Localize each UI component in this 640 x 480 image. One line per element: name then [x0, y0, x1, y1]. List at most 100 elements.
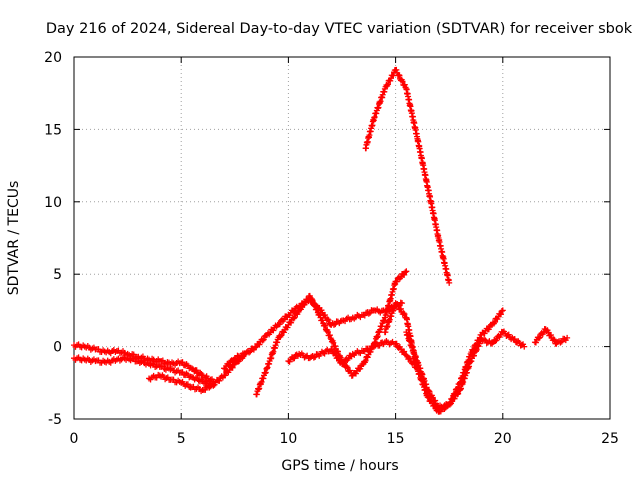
data-point-fill — [330, 339, 337, 346]
data-point-fill — [558, 338, 565, 345]
data-point-fill — [329, 346, 336, 353]
data-point-fill — [314, 306, 321, 313]
data-point-fill — [323, 327, 330, 334]
data-point-fill — [281, 316, 288, 323]
data-point-fill — [235, 353, 242, 360]
chart-title: Day 216 of 2024, Sidereal Day-to-day VTE… — [46, 21, 633, 37]
data-point-fill — [326, 332, 333, 339]
data-point-fill — [229, 364, 236, 371]
data-point-fill — [485, 339, 492, 346]
data-point-fill — [550, 336, 557, 343]
data-point-fill — [193, 367, 200, 374]
data-point-fill — [226, 361, 233, 368]
series-trace-h — [381, 300, 506, 415]
data-point-fill — [179, 359, 186, 366]
data-point-fill — [429, 394, 436, 401]
data-point-fill — [561, 335, 568, 342]
data-point-fill — [493, 337, 500, 344]
data-point-fill — [352, 370, 359, 377]
data-point-fill — [399, 78, 406, 85]
data-point-fill — [324, 316, 331, 323]
data-point-fill — [532, 339, 539, 346]
series-trace-c — [146, 350, 249, 395]
data-point-11 — [499, 307, 506, 314]
data-point-fill — [216, 377, 223, 384]
x-tick-label: 5 — [177, 431, 186, 447]
y-axis-label: SDTVAR / TECUs — [6, 181, 22, 296]
data-point-fill — [222, 372, 229, 379]
data-point-fill — [361, 348, 368, 355]
data-point-fill — [376, 342, 383, 349]
data-point-fill — [401, 81, 408, 88]
data-point-fill — [481, 330, 488, 337]
data-point-3 — [564, 334, 571, 341]
data-point-fill — [425, 387, 432, 394]
data-point-fill — [492, 337, 499, 344]
data-point-fill — [195, 377, 202, 384]
data-point-fill — [270, 327, 277, 334]
data-point-fill — [324, 328, 331, 335]
data-point-fill — [535, 335, 542, 342]
data-point-fill — [437, 408, 444, 415]
data-point-fill — [361, 312, 368, 319]
data-point-fill — [357, 365, 364, 372]
data-point-fill — [301, 301, 308, 308]
series-trace-b — [71, 341, 217, 385]
y-tick-label: 15 — [44, 122, 62, 138]
data-point-fill — [335, 354, 342, 361]
data-point-17 — [399, 300, 406, 307]
data-point-fill — [246, 349, 253, 356]
data-point-fill — [259, 337, 266, 344]
series-trace-g — [362, 66, 453, 286]
data-point-fill — [341, 360, 348, 367]
data-point-11 — [188, 365, 195, 372]
y-tick-label: 10 — [44, 195, 62, 211]
data-point-fill — [557, 339, 564, 346]
data-point-fill — [202, 386, 209, 393]
y-tick-label: -5 — [48, 412, 62, 428]
data-point-fill — [468, 358, 475, 365]
data-point-3 — [178, 379, 185, 386]
series-trace-f — [285, 338, 421, 372]
x-tick-label: 25 — [601, 431, 619, 447]
data-point-fill — [276, 321, 283, 328]
data-point-11 — [521, 343, 528, 350]
axis-ticks — [73, 56, 611, 420]
data-point-fill — [330, 321, 337, 328]
data-point-fill — [334, 348, 341, 355]
x-tick-label: 15 — [387, 431, 405, 447]
data-point-fill — [536, 334, 543, 341]
data-point-fill — [401, 311, 408, 318]
data-point-fill — [384, 81, 391, 88]
data-point-fill — [470, 352, 477, 359]
data-point-fill — [393, 340, 400, 347]
data-point-fill — [511, 336, 518, 343]
y-tick-label: 5 — [53, 267, 62, 283]
series-trace-a — [71, 354, 217, 389]
data-point-fill — [222, 365, 229, 372]
x-axis-label: GPS time / hours — [281, 458, 398, 474]
data-point-fill — [310, 354, 317, 361]
series-trace-j — [531, 325, 571, 347]
data-point-fill — [498, 311, 505, 318]
data-point-fill — [247, 348, 254, 355]
plot-frame — [73, 56, 611, 420]
x-tick-label: 10 — [279, 431, 297, 447]
series-trace-i — [403, 328, 528, 411]
data-point-fill — [308, 296, 315, 303]
data-point-fill — [551, 337, 558, 344]
data-point-fill — [396, 72, 403, 79]
data-point-fill — [432, 397, 439, 404]
data-point-fill — [179, 369, 186, 376]
data-point-fill — [393, 278, 400, 285]
y-tick-label: 0 — [53, 340, 62, 356]
data-point-fill — [325, 317, 332, 324]
data-point-fill — [476, 340, 483, 347]
data-point-fill — [252, 344, 259, 351]
data-point-fill — [481, 336, 488, 343]
data-point-fill — [319, 317, 326, 324]
data-point-fill — [288, 319, 295, 326]
data-point-fill — [202, 374, 209, 381]
data-point-fill — [290, 315, 297, 322]
